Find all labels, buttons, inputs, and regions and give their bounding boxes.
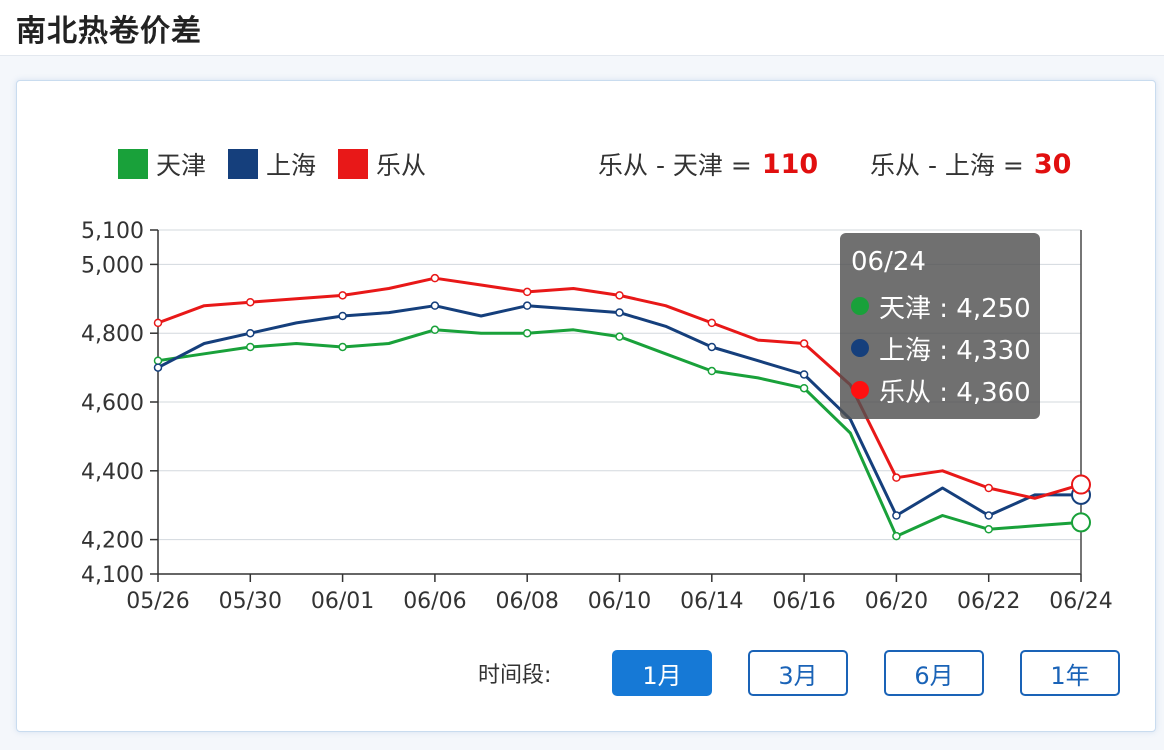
y-tick-label-4600: 4,600 bbox=[81, 391, 144, 416]
point-lecong-05-30 bbox=[246, 297, 255, 307]
x-tick-label-06-06: 06/06 bbox=[403, 589, 466, 614]
tooltip-row-tianjin: 天津 : 4,250 bbox=[851, 285, 1040, 327]
tooltip-text-shanghai: 上海 : 4,330 bbox=[879, 335, 1031, 366]
tooltip-dot-tianjin bbox=[851, 297, 869, 315]
tooltip-date: 06/24 bbox=[851, 247, 926, 277]
y-tick-label-5100: 5,100 bbox=[81, 219, 144, 244]
x-tick-label-06-16: 06/16 bbox=[772, 589, 835, 614]
x-tick-label-06-01: 06/01 bbox=[311, 589, 374, 614]
point-tianjin-06-14 bbox=[707, 366, 717, 376]
diff-label-lecong-shanghai: 乐从 - 上海 = bbox=[870, 151, 1024, 180]
point-tianjin-05-30 bbox=[246, 342, 255, 352]
point-tianjin-06-01 bbox=[338, 342, 347, 352]
x-tick-label-05-26: 05/26 bbox=[126, 589, 189, 614]
diff-value-lecong-shanghai: 30 bbox=[1033, 148, 1072, 180]
tooltip-dot-lecong bbox=[851, 381, 869, 399]
x-tick-label-06-20: 06/20 bbox=[865, 589, 928, 614]
x-tick-label-06-14: 06/14 bbox=[680, 589, 743, 614]
point-shanghai-05-30 bbox=[246, 328, 255, 338]
tooltip-row-lecong: 乐从 : 4,360 bbox=[851, 369, 1040, 411]
diff-value-lecong-tianjin: 110 bbox=[761, 148, 819, 180]
point-shanghai-06-10 bbox=[615, 308, 624, 317]
x-tick-label-06-08: 06/08 bbox=[495, 589, 558, 614]
point-lecong-05-26 bbox=[153, 318, 163, 328]
point-shanghai-06-01 bbox=[338, 311, 347, 321]
diff-lecong-shanghai: 乐从 - 上海 = 30 bbox=[870, 146, 1071, 182]
point-tianjin-06-16 bbox=[799, 383, 809, 393]
legend-label-lecong: 乐从 bbox=[376, 151, 427, 180]
point-lecong-06-10 bbox=[615, 291, 624, 300]
point-tianjin-06-06 bbox=[430, 325, 440, 335]
point-lecong-06-08 bbox=[522, 287, 532, 297]
diff-lecong-tianjin: 乐从 - 天津 = 110 bbox=[598, 146, 818, 182]
tooltip-dot-shanghai bbox=[851, 339, 869, 357]
time-range-selector: 时间段: 1月 3月 6月 1年 bbox=[478, 650, 1156, 696]
legend-item-shanghai[interactable]: 上海 bbox=[228, 146, 316, 182]
point-shanghai-06-20 bbox=[892, 511, 901, 520]
point-tianjin-06-08 bbox=[522, 328, 532, 338]
y-tick-label-4200: 4,200 bbox=[81, 529, 144, 554]
point-lecong-06-14 bbox=[707, 318, 717, 328]
x-tick-label-06-24: 06/24 bbox=[1049, 589, 1112, 614]
legend-item-lecong[interactable]: 乐从 bbox=[338, 146, 426, 182]
x-tick-label-05-30: 05/30 bbox=[219, 589, 282, 614]
y-tick-label-4400: 4,400 bbox=[81, 460, 144, 485]
x-tick-label-06-22: 06/22 bbox=[957, 589, 1020, 614]
point-tianjin-06-20 bbox=[892, 531, 901, 541]
point-shanghai-05-26 bbox=[153, 363, 163, 372]
y-tick-label-5000: 5,000 bbox=[81, 253, 144, 278]
point-lecong-06-16 bbox=[799, 339, 809, 348]
point-lecong-06-24 bbox=[1071, 474, 1091, 495]
point-lecong-06-20 bbox=[892, 473, 901, 482]
point-shanghai-06-22 bbox=[984, 511, 993, 520]
tooltip-row-shanghai: 上海 : 4,330 bbox=[851, 327, 1040, 369]
y-tick-label-4100: 4,100 bbox=[81, 563, 144, 588]
range-button-1m[interactable]: 1月 bbox=[612, 650, 712, 696]
point-tianjin-06-24 bbox=[1071, 512, 1091, 533]
y-tick-label-4800: 4,800 bbox=[81, 322, 144, 347]
chart-tooltip: 06/24 天津 : 4,250 上海 : 4,330 乐从 : 4,360 bbox=[840, 233, 1040, 419]
legend-item-tianjin[interactable]: 天津 bbox=[118, 146, 206, 182]
time-range-label: 时间段: bbox=[478, 663, 552, 688]
point-shanghai-06-08 bbox=[522, 301, 532, 310]
legend-swatch-lecong bbox=[338, 149, 369, 179]
point-lecong-06-01 bbox=[338, 291, 347, 300]
legend-swatch-tianjin bbox=[118, 149, 148, 179]
page-title: 南北热卷价差 bbox=[16, 14, 202, 49]
chart-legend: 天津 上海 乐从 bbox=[118, 147, 448, 181]
range-button-6m[interactable]: 6月 bbox=[884, 650, 984, 696]
legend-label-shanghai: 上海 bbox=[266, 151, 317, 180]
point-shanghai-06-14 bbox=[707, 342, 717, 352]
point-tianjin-05-26 bbox=[153, 356, 163, 365]
point-lecong-06-06 bbox=[430, 273, 440, 283]
tooltip-text-tianjin: 天津 : 4,250 bbox=[879, 293, 1031, 324]
range-button-3m[interactable]: 3月 bbox=[748, 650, 848, 696]
legend-label-tianjin: 天津 bbox=[156, 151, 207, 180]
point-tianjin-06-22 bbox=[984, 525, 993, 534]
page-header: 南北热卷价差 bbox=[0, 0, 1164, 56]
legend-swatch-shanghai bbox=[228, 149, 259, 179]
tooltip-text-lecong: 乐从 : 4,360 bbox=[879, 377, 1031, 408]
point-lecong-06-22 bbox=[984, 483, 993, 493]
diff-label-lecong-tianjin: 乐从 - 天津 = bbox=[598, 151, 752, 180]
point-shanghai-06-16 bbox=[799, 370, 809, 379]
point-shanghai-06-06 bbox=[430, 301, 440, 310]
range-button-1y[interactable]: 1年 bbox=[1020, 650, 1120, 696]
x-tick-label-06-10: 06/10 bbox=[588, 589, 651, 614]
point-tianjin-06-10 bbox=[615, 332, 624, 341]
